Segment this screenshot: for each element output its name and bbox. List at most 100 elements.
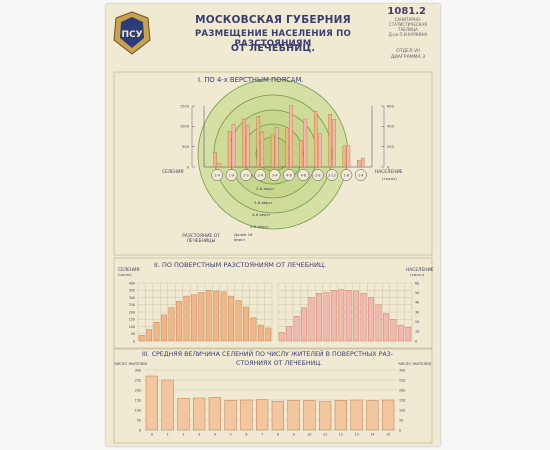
s2-left-tick-1: 350 <box>129 289 135 293</box>
poster-title-line-2: РАЗМЕЩЕНИЕ НАСЕЛЕНИЯ ПО РАЗСТОЯНИЯМ <box>194 29 352 49</box>
s1-ring-6 <box>297 169 310 181</box>
s1-bar-population-8 <box>332 119 336 168</box>
s3-bar-4 <box>208 397 221 431</box>
s3-category-6: 6 <box>245 433 247 437</box>
s2-bar-population-3 <box>301 307 307 342</box>
s1-ring-label-4: 3-4 <box>272 174 278 178</box>
s3-bar-2 <box>177 398 190 431</box>
s3-left-tick-4: 100 <box>135 408 141 412</box>
section-2-bars <box>138 289 412 342</box>
section-1-ring-labels: 2-4 1-й 2-3 2-4 3-4 4-6 4-8 2-8 2-12 1-6 1-4 <box>211 169 367 181</box>
s2-right-tick-3: 30 <box>415 310 419 314</box>
s1-bar-settlements-9 <box>342 145 347 168</box>
s1-right-tick-2: 200 <box>387 145 395 149</box>
s2-bar-settlements-10 <box>213 290 220 342</box>
s2-bar-population-5 <box>316 292 322 342</box>
s3-bar-13 <box>350 399 363 431</box>
s3-category-14: 14 <box>370 433 374 437</box>
s3-right-tick-0: 300 <box>399 368 405 372</box>
s2-left-tick-5: 150 <box>129 318 135 322</box>
s2-left-tick-7: 50 <box>131 332 135 336</box>
zone-label-3: 4-й верст <box>252 212 271 217</box>
s1-bar-population-4 <box>274 126 279 168</box>
s1-ring-label-2: 2-3 <box>243 174 249 178</box>
s2-bar-population-14 <box>383 313 389 342</box>
section-2-title: II. ПО ПОВЕРСТНЫМ РАЗСТОЯНИЯМ ОТ ЛЕЧЕБНИ… <box>154 261 326 269</box>
s1-ring-10 <box>354 169 367 181</box>
s3-right-tick-1: 250 <box>399 378 405 382</box>
s1-bar-population-3 <box>260 131 265 168</box>
s2-right-tick-0: 60 <box>415 281 419 285</box>
s3-right-tick-2: 200 <box>399 388 405 392</box>
s1-right-tick-1: 400 <box>387 125 395 129</box>
stamp-line-5: ОТДЕЛ VII <box>396 49 420 54</box>
s3-category-4: 4 <box>214 433 216 437</box>
section-1-left-axis-label: СЕЛЕНИЯ <box>162 170 184 175</box>
section-2-left-axis-sub: (число) <box>118 273 132 277</box>
s2-bar-population-11 <box>360 292 367 342</box>
s2-bar-settlements-14 <box>243 306 249 342</box>
section-1-right-axis-label: НАСЕЛЕНИЕ <box>375 170 403 175</box>
s1-bar-settlements-7 <box>313 111 318 168</box>
s2-bar-population-8 <box>338 289 345 342</box>
s2-left-tick-0: 400 <box>129 281 135 285</box>
s2-left-tick-8: 0 <box>133 339 135 343</box>
s1-left-tick-0: 1500 <box>180 104 190 108</box>
s2-bar-settlements-16 <box>257 324 264 342</box>
s2-bar-population-6 <box>323 292 330 342</box>
s2-bar-settlements-6 <box>183 295 190 342</box>
s3-category-15: 15 <box>386 433 390 437</box>
s2-bar-settlements-5 <box>176 300 182 342</box>
section-2-right-axis-sub: (тысяч) <box>410 273 424 277</box>
poster-canvas: ПСУ 2-4 1-й 2-3 2-4 3-4 4-6 4-8 2-8 2-12 1-6 1-4 1… <box>113 11 433 444</box>
s3-bar-3 <box>193 397 206 431</box>
s2-bar-population-16 <box>397 324 404 342</box>
s1-bar-settlements-8 <box>328 113 332 168</box>
s1-ring-label-7: 2-8 <box>315 174 321 178</box>
s2-right-tick-1: 50 <box>415 291 419 295</box>
section-3-left-axis-label: ЧИСЛО ЖИТЕЛЕЙ <box>114 362 148 366</box>
s1-ring-2 <box>240 169 252 181</box>
s3-category-13: 13 <box>355 433 359 437</box>
stamp-line-4: Д-ра П.И.КУРКИНА <box>388 32 428 37</box>
emblem-text: ПСУ <box>121 30 142 40</box>
section-2-left-axis-label: СЕЛЕНИЯ <box>118 268 140 273</box>
s1-ring-7 <box>311 169 324 181</box>
s1-left-tick-1: 1000 <box>180 125 190 129</box>
s3-category-9: 9 <box>293 433 295 437</box>
s1-bar-settlements-6 <box>299 140 304 168</box>
stamp-line-6: ДИАГРАММА 3 <box>390 55 426 60</box>
s1-ring-0 <box>211 169 224 181</box>
section-1-bars <box>213 105 365 168</box>
s1-bar-population-5 <box>289 105 293 168</box>
s2-bar-population-15 <box>390 319 397 342</box>
s2-bar-settlements-12 <box>228 295 234 342</box>
stamp-line-1: САНИТАРНО- <box>394 17 422 22</box>
s2-bar-population-13 <box>375 304 382 342</box>
s3-right-tick-5: 50 <box>399 418 403 422</box>
s3-bar-15 <box>382 399 395 431</box>
section-3-bars <box>145 375 395 431</box>
section-3-title-line-1: III. СРЕДНЯЯ ВЕЛИЧИНА СЕЛЕНИЙ ПО ЧИСЛУ Ж… <box>142 351 394 358</box>
s2-bar-population-12 <box>368 297 374 342</box>
section-2-grid <box>137 282 413 342</box>
zone-label-1: 2-й верст <box>256 186 275 191</box>
s3-left-tick-1: 250 <box>135 378 141 382</box>
s3-bar-12 <box>334 400 347 431</box>
zone-label-5: Далее 16 верст <box>234 232 253 242</box>
s3-category-8: 8 <box>277 433 279 437</box>
s2-bar-population-0 <box>278 332 285 342</box>
s3-bar-8 <box>271 401 284 431</box>
s1-bar-population-6 <box>303 118 308 168</box>
s2-bar-settlements-7 <box>190 294 197 342</box>
s1-ring-label-6: 4-8 <box>301 174 307 178</box>
poster: ПСУ 2-4 1-й 2-3 2-4 3-4 4-6 4-8 2-8 2-12 1-6 1-4 1… <box>106 4 440 446</box>
s1-ring-label-0: 2-4 <box>214 174 220 178</box>
s3-bar-9 <box>287 400 300 431</box>
emblem: ПСУ <box>113 11 151 55</box>
s2-right-tick-4: 20 <box>415 320 419 324</box>
s1-left-tick-2: 500 <box>182 145 190 149</box>
s1-bar-settlements-4 <box>270 134 275 168</box>
